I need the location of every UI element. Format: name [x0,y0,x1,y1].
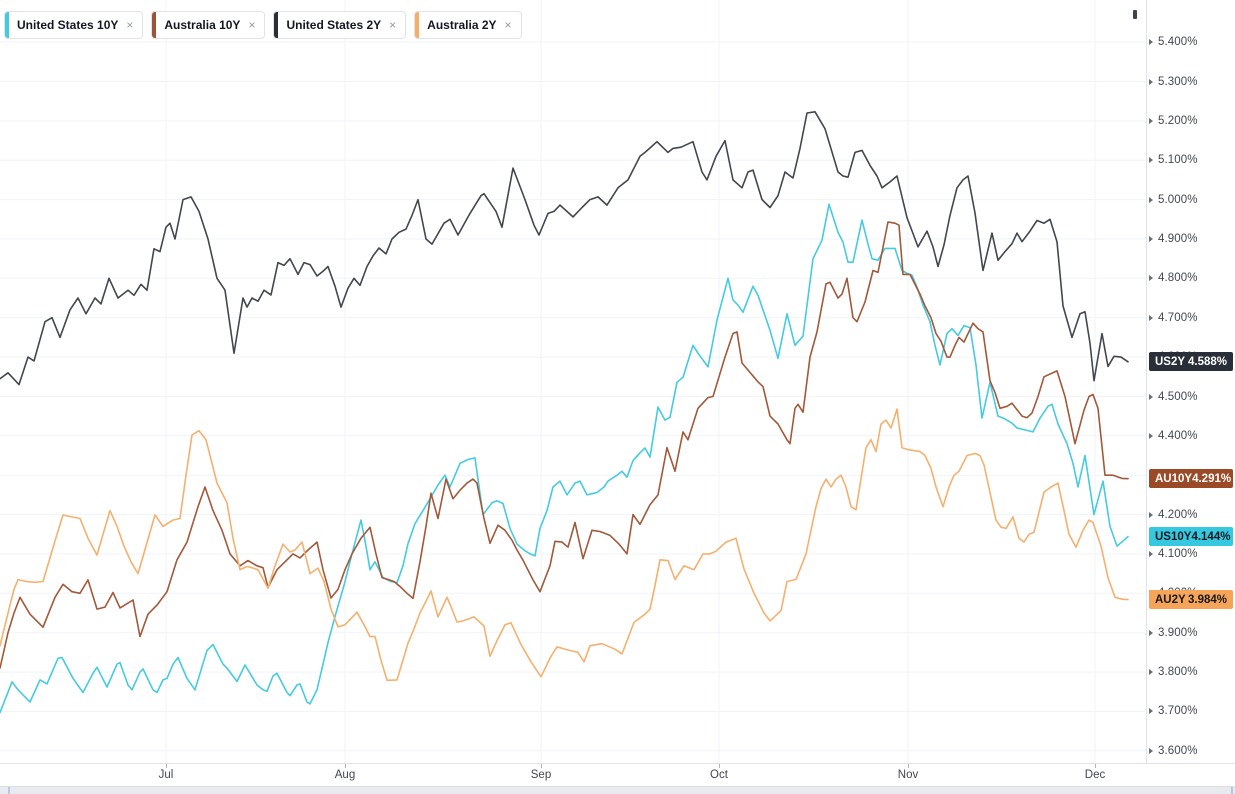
tick-marker-icon [1149,629,1153,636]
legend-chip-label: United States 2Y [286,18,382,32]
time-axis-month-label: Jul [158,769,174,781]
scale-corner-mark [1133,10,1137,19]
time-tick [345,764,346,768]
price-tick: 5.400% [1147,34,1198,50]
legend-chip-AU2Y[interactable]: Australia 2Y × [414,11,522,39]
tick-marker-icon [1149,550,1153,557]
bottom-scroll-strip[interactable] [0,786,1235,794]
tick-marker-icon [1149,275,1153,282]
price-tick: 5.000% [1147,192,1198,208]
time-tick [908,764,909,768]
tick-marker-icon [1149,393,1153,400]
series-color-bar [5,12,9,38]
tick-marker-icon [1149,78,1153,85]
time-axis-month-label: Nov [897,769,919,781]
tick-marker-icon [1149,314,1153,321]
series-color-bar [274,12,279,38]
price-tick: 5.100% [1147,152,1198,168]
series-line-US10Y[interactable] [0,203,1129,714]
last-price-label-AU10Y: AU10Y 4.291% [1149,469,1233,489]
legend-chip-AU10Y[interactable]: Australia 10Y × [151,11,266,39]
price-tick: 4.200% [1147,507,1198,523]
price-tick: 4.900% [1147,231,1198,247]
last-price-label-US2Y: US2Y 4.588% [1149,352,1233,372]
legend-chip-label: Australia 10Y [164,18,241,32]
legend-chip-US10Y[interactable]: United States 10Y × [4,11,144,39]
time-tick [541,764,542,768]
close-icon[interactable]: × [248,18,256,32]
legend-chip-label: Australia 2Y [427,18,497,32]
price-tick: 3.800% [1147,664,1198,680]
series-color-bar [415,12,420,38]
chart-plot-area[interactable]: United States 10Y × Australia 10Y × Unit… [0,0,1146,763]
chart-canvas[interactable] [0,0,1146,763]
time-axis[interactable]: Jul Aug Sep Oct Nov Dec [0,763,1235,787]
tick-marker-icon [1149,39,1153,46]
scroll-handle-right[interactable] [1231,787,1233,794]
tick-marker-icon [1149,117,1153,124]
close-icon[interactable]: × [504,18,512,32]
series-line-AU10Y[interactable] [0,221,1129,669]
tick-marker-icon [1149,196,1153,203]
tick-marker-icon [1149,236,1153,242]
close-icon[interactable]: × [126,18,134,32]
legend-chip-label: United States 10Y [17,18,119,32]
last-price-label-US10Y: US10Y 4.144% [1149,527,1233,547]
time-axis-month-label: Sep [530,769,552,781]
tick-marker-icon [1149,157,1153,164]
price-tick: 4.500% [1147,389,1198,405]
legend-chip-US2Y[interactable]: United States 2Y × [273,11,407,39]
price-tick: 3.600% [1147,743,1198,759]
series-line-US2Y[interactable] [0,111,1129,386]
series-line-AU2Y[interactable] [0,408,1129,682]
series-color-bar [152,12,157,38]
tick-marker-icon [1149,669,1153,676]
time-axis-month-label: Aug [334,769,356,781]
price-tick: 4.100% [1147,546,1198,562]
price-tick: 4.400% [1147,428,1198,444]
price-tick: 5.200% [1147,113,1198,129]
time-tick [166,764,167,768]
time-tick [1095,764,1096,768]
price-scale[interactable]: 5.400% 5.300% 5.200% 5.100% 5.000% 4.900… [1146,0,1235,763]
last-price-label-AU2Y: AU2Y 3.984% [1149,590,1233,610]
price-tick: 4.800% [1147,270,1198,286]
close-icon[interactable]: × [389,18,397,32]
price-tick: 3.900% [1147,625,1198,641]
tick-marker-icon [1149,432,1153,439]
tick-marker-icon [1149,747,1153,754]
price-tick: 3.700% [1147,703,1198,719]
price-tick: 4.700% [1147,310,1198,326]
time-tick [719,764,720,768]
price-tick: 5.300% [1147,74,1198,90]
legend: United States 10Y × Australia 10Y × Unit… [4,11,522,39]
time-axis-month-label: Dec [1084,769,1106,781]
tick-marker-icon [1149,511,1153,518]
scroll-handle-left[interactable] [8,787,10,794]
time-axis-month-label: Oct [710,769,728,781]
tick-marker-icon [1149,708,1153,715]
